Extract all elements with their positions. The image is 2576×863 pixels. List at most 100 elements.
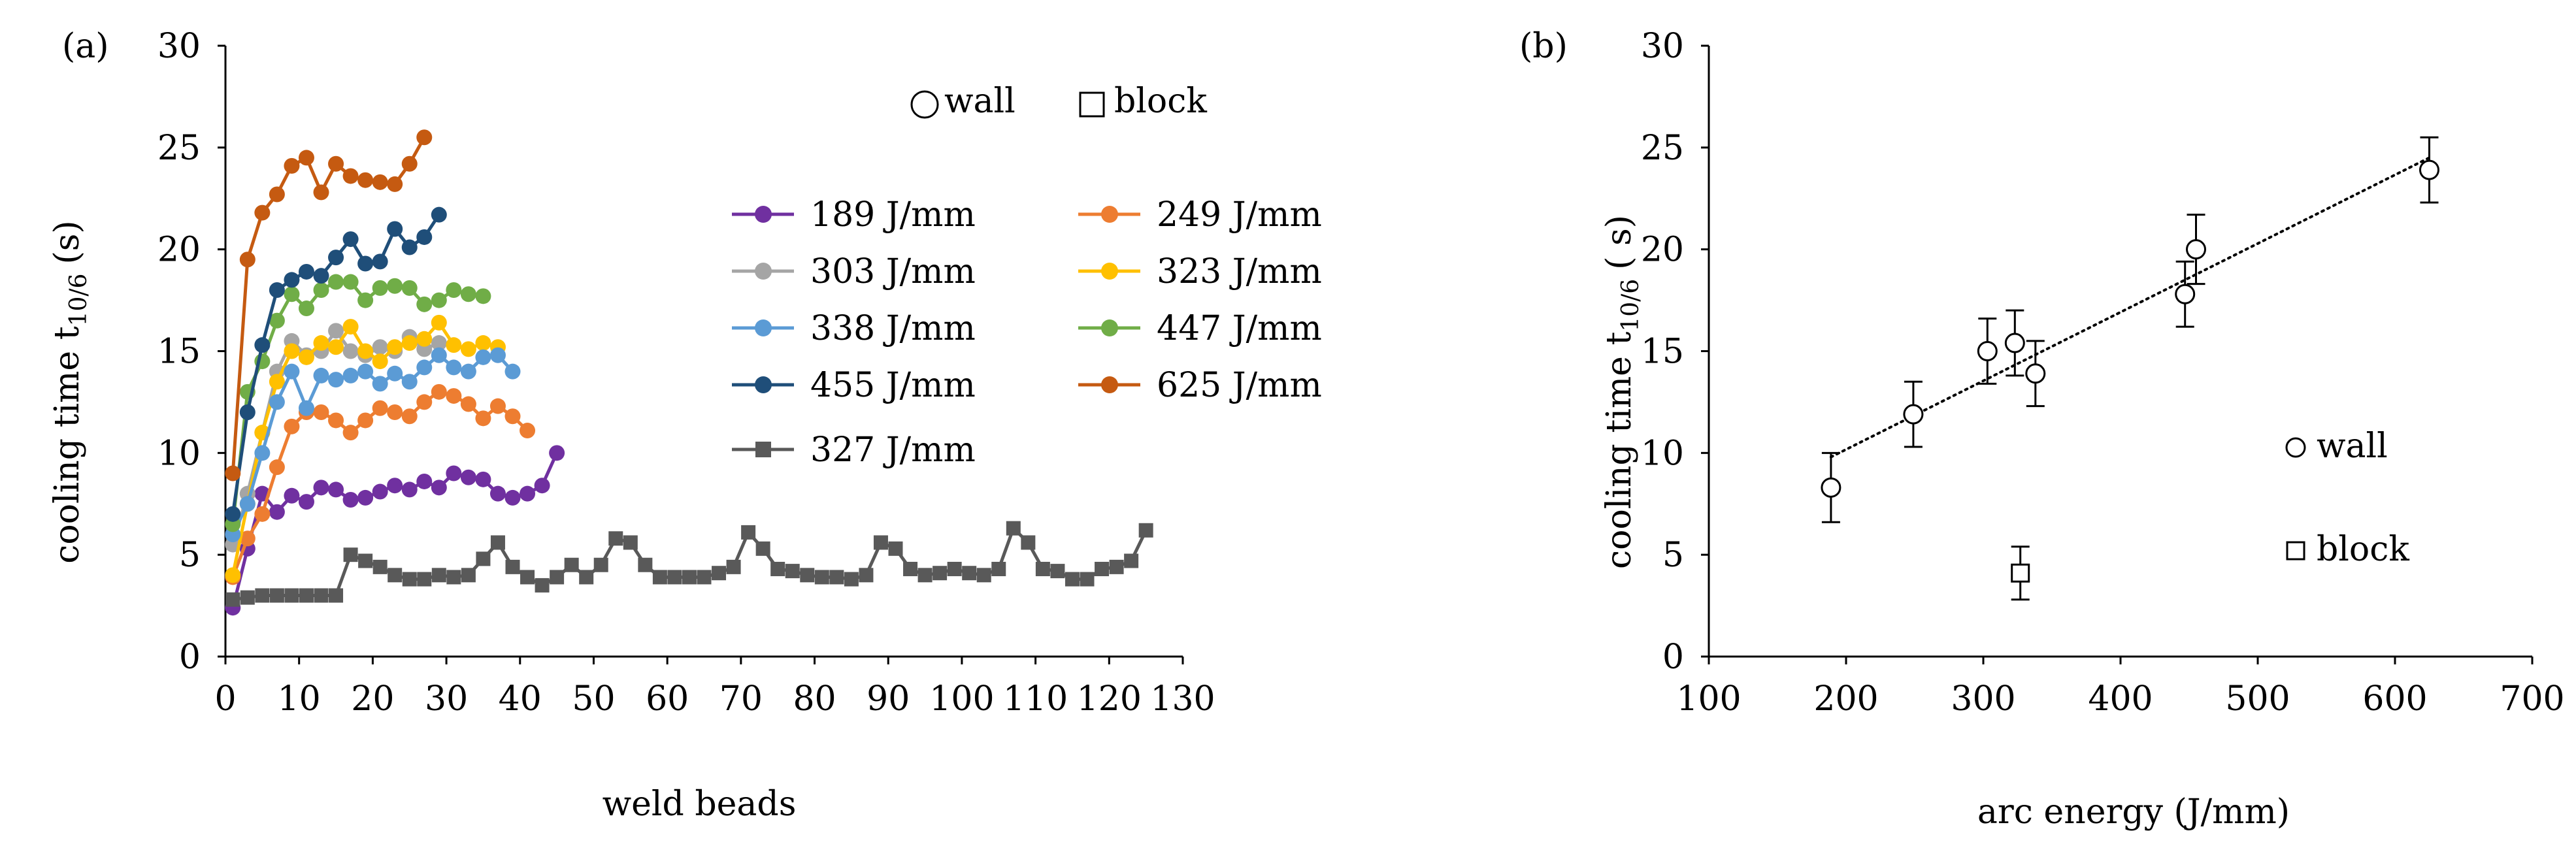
series-323-j-mm (225, 314, 506, 583)
legend-label: 323 J/mm (1157, 252, 1322, 291)
data-point (446, 465, 462, 481)
data-point (298, 263, 314, 280)
panel-b-legend-block-label: block (2317, 530, 2409, 569)
data-point (269, 394, 285, 410)
data-point (239, 252, 256, 268)
data-point (976, 568, 991, 583)
panel-b-y-tick-label: 0 (1662, 638, 1684, 677)
panel-b-axes (1701, 44, 2534, 664)
data-point (284, 418, 300, 434)
panel-a-x-tick-label: 0 (214, 679, 236, 719)
data-point (402, 572, 417, 587)
data-point (682, 570, 697, 585)
data-point (460, 286, 476, 302)
data-point (460, 341, 476, 357)
panel-a-x-tick-label: 130 (1150, 679, 1215, 719)
data-point (1035, 561, 1050, 576)
data-point (254, 506, 271, 522)
panel-a-x-tick-label: 90 (867, 679, 910, 719)
data-point (504, 489, 521, 506)
data-point (387, 176, 403, 192)
data-point (401, 481, 418, 498)
data-point (342, 231, 359, 248)
panel-a-axes (218, 44, 1184, 664)
panel-a-x-tick-label: 80 (793, 679, 836, 719)
data-point (475, 471, 491, 487)
data-point (401, 408, 418, 425)
series-447-j-mm (225, 274, 491, 532)
series-249-j-mm (225, 383, 536, 585)
data-point (372, 559, 388, 574)
data-point (888, 541, 903, 556)
panel-b-x-tick-labels: 100 200 300 400 500 600 700 (1676, 679, 2564, 719)
data-point (475, 410, 491, 427)
data-point (342, 367, 359, 383)
data-point (504, 363, 521, 380)
data-point (269, 312, 285, 329)
data-point (387, 404, 403, 420)
data-point (313, 480, 329, 496)
data-point (284, 487, 300, 504)
data-point (357, 343, 374, 359)
data-point (342, 274, 359, 290)
data-point (313, 404, 329, 420)
data-point (1977, 341, 1998, 361)
data-point (2186, 239, 2206, 260)
data-point (254, 445, 271, 461)
data-point (372, 253, 388, 270)
legend-label: 303 J/mm (810, 252, 976, 291)
data-point (416, 129, 433, 146)
legend-label: 338 J/mm (810, 309, 976, 348)
panel-a-y-axis-label: cooling time t10/6 (s) (48, 220, 92, 563)
data-point (535, 578, 550, 593)
legend-swatch-marker (1101, 376, 1118, 393)
data-point (431, 292, 447, 308)
data-point (314, 588, 329, 603)
panel-b-x-tick-label: 500 (2225, 679, 2290, 719)
data-point (1095, 561, 1110, 576)
data-point (387, 278, 403, 294)
data-point (489, 347, 506, 363)
legend-item-189-j-mm: 189 J/mm (732, 195, 976, 235)
panel-b-points (1821, 136, 2439, 601)
legend-item-338-j-mm: 338 J/mm (732, 309, 976, 348)
data-point (460, 469, 476, 485)
data-point (313, 367, 329, 383)
data-point (328, 323, 344, 339)
panel-b-label: (b) (1519, 27, 1568, 66)
legend-item-249-j-mm: 249 J/mm (1078, 195, 1322, 235)
data-point (372, 280, 388, 296)
data-point (342, 343, 359, 359)
legend-item-447-j-mm: 447 J/mm (1078, 309, 1322, 348)
data-point (489, 485, 506, 502)
panel-a-legend-block-label: block (1114, 82, 1207, 121)
data-point (2419, 159, 2439, 180)
panel-a-label: (a) (62, 27, 109, 66)
data-point (299, 588, 314, 603)
data-point (800, 568, 815, 583)
data-point (239, 404, 256, 420)
data-point (269, 504, 285, 520)
data-point (460, 363, 476, 380)
data-point (2004, 333, 2025, 353)
data-point (328, 412, 344, 429)
data-point (401, 335, 418, 351)
panel-a-x-tick-label: 100 (929, 679, 994, 719)
data-point (357, 172, 374, 188)
data-point (417, 572, 432, 587)
data-point (269, 282, 285, 298)
data-point (1080, 572, 1095, 587)
data-point (446, 282, 462, 298)
data-point (697, 570, 712, 585)
data-point (358, 553, 373, 568)
data-point (520, 423, 536, 439)
legend-swatch-marker (755, 206, 772, 223)
data-point (593, 557, 608, 572)
panel-b-y-label-main: cooling time t (1600, 332, 1639, 569)
data-point (947, 561, 962, 576)
data-point (298, 301, 314, 317)
data-point (534, 478, 550, 494)
data-point (313, 282, 329, 298)
panel-a-y-tick-label: 0 (179, 638, 201, 677)
